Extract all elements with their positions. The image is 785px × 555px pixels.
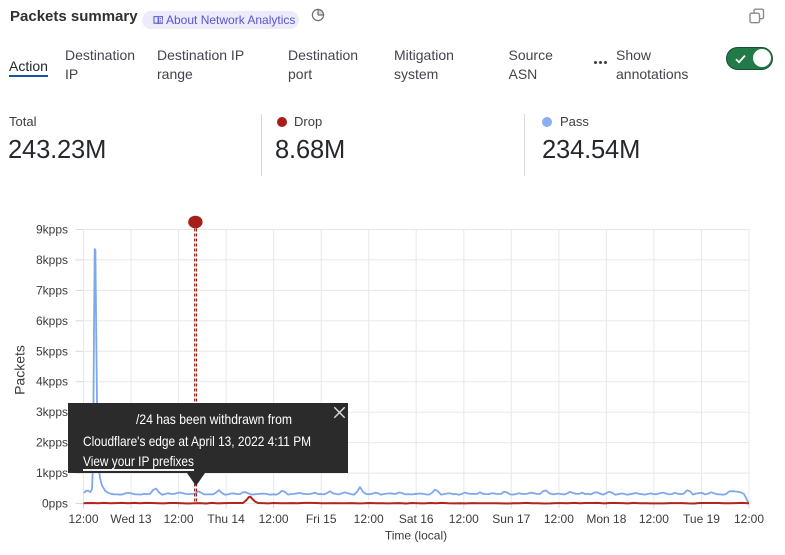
svg-text:12:00: 12:00 — [259, 512, 289, 526]
svg-text:Packets: Packets — [12, 345, 28, 395]
svg-text:8kpps: 8kpps — [36, 253, 68, 267]
svg-text:7kpps: 7kpps — [36, 283, 68, 297]
svg-text:Thu 14: Thu 14 — [207, 512, 245, 526]
svg-text:2kpps: 2kpps — [36, 436, 68, 450]
svg-text:4kpps: 4kpps — [36, 375, 68, 389]
svg-text:12:00: 12:00 — [449, 512, 479, 526]
svg-text:5kpps: 5kpps — [36, 344, 68, 358]
svg-text:Mon 18: Mon 18 — [586, 512, 626, 526]
svg-text:12:00: 12:00 — [639, 512, 669, 526]
svg-text:12:00: 12:00 — [164, 512, 194, 526]
svg-text:Sun 17: Sun 17 — [492, 512, 530, 526]
svg-text:1kpps: 1kpps — [36, 466, 68, 480]
svg-text:6kpps: 6kpps — [36, 314, 68, 328]
svg-text:Time (local): Time (local) — [385, 529, 447, 543]
svg-text:Fri 15: Fri 15 — [306, 512, 337, 526]
svg-text:0pps: 0pps — [42, 497, 68, 511]
svg-text:Wed 13: Wed 13 — [110, 512, 151, 526]
svg-text:12:00: 12:00 — [544, 512, 574, 526]
svg-text:12:00: 12:00 — [68, 512, 98, 526]
svg-text:3kpps: 3kpps — [36, 405, 68, 419]
svg-text:Tue 19: Tue 19 — [683, 512, 720, 526]
svg-text:Sat 16: Sat 16 — [399, 512, 434, 526]
svg-text:9kpps: 9kpps — [36, 223, 68, 237]
svg-text:12:00: 12:00 — [734, 512, 764, 526]
svg-text:12:00: 12:00 — [354, 512, 384, 526]
